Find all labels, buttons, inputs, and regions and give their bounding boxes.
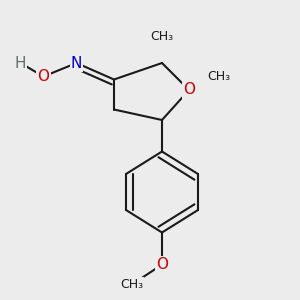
- Text: CH₃: CH₃: [207, 70, 231, 83]
- Text: N: N: [71, 56, 82, 70]
- Text: CH₃: CH₃: [120, 278, 144, 291]
- Text: H: H: [15, 56, 26, 70]
- Text: O: O: [183, 82, 195, 98]
- Text: CH₃: CH₃: [150, 29, 174, 43]
- Text: O: O: [156, 257, 168, 272]
- Text: O: O: [38, 69, 50, 84]
